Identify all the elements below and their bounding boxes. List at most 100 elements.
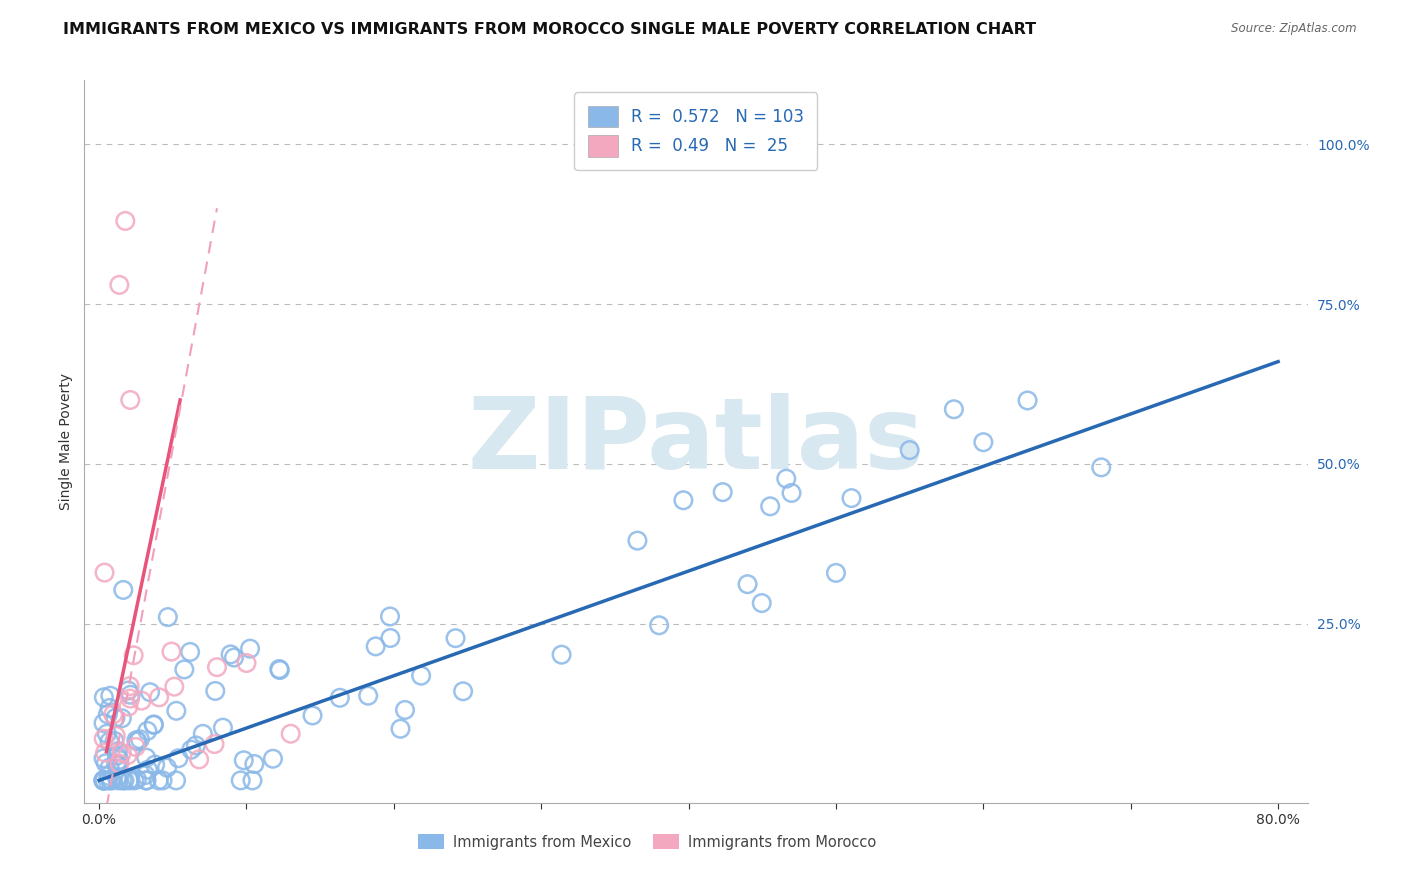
- Point: [232, 753, 254, 767]
- Point: [841, 491, 863, 505]
- Point: [118, 679, 141, 693]
- Point: [269, 663, 291, 677]
- Point: [243, 757, 266, 772]
- Point: [191, 727, 214, 741]
- Point: [97, 773, 120, 788]
- Point: [357, 689, 380, 703]
- Point: [148, 773, 170, 788]
- Legend: Immigrants from Mexico, Immigrants from Morocco: Immigrants from Mexico, Immigrants from …: [411, 827, 883, 857]
- Point: [163, 680, 186, 694]
- Point: [114, 214, 136, 228]
- Point: [118, 773, 141, 788]
- Point: [179, 645, 201, 659]
- Point: [167, 751, 190, 765]
- Point: [737, 577, 759, 591]
- Point: [775, 472, 797, 486]
- Point: [93, 716, 115, 731]
- Point: [108, 277, 131, 292]
- Point: [97, 707, 120, 722]
- Point: [98, 701, 121, 715]
- Point: [280, 727, 302, 741]
- Point: [93, 690, 115, 705]
- Point: [120, 688, 142, 702]
- Point: [751, 596, 773, 610]
- Point: [1017, 393, 1039, 408]
- Point: [389, 722, 412, 736]
- Point: [104, 711, 127, 725]
- Point: [93, 773, 115, 788]
- Point: [98, 760, 121, 774]
- Point: [672, 493, 695, 508]
- Point: [105, 757, 128, 772]
- Point: [120, 772, 142, 787]
- Point: [93, 773, 115, 788]
- Point: [114, 773, 136, 788]
- Point: [222, 650, 245, 665]
- Point: [165, 704, 187, 718]
- Point: [242, 773, 264, 788]
- Point: [107, 744, 129, 758]
- Point: [136, 763, 159, 777]
- Point: [626, 533, 648, 548]
- Text: Source: ZipAtlas.com: Source: ZipAtlas.com: [1232, 22, 1357, 36]
- Point: [229, 773, 252, 788]
- Point: [972, 435, 994, 450]
- Point: [136, 723, 159, 738]
- Point: [134, 768, 156, 782]
- Point: [550, 648, 572, 662]
- Point: [93, 773, 115, 788]
- Point: [212, 721, 235, 735]
- Point: [184, 739, 207, 753]
- Point: [93, 751, 115, 765]
- Point: [107, 773, 129, 788]
- Point: [96, 727, 118, 741]
- Point: [105, 771, 128, 785]
- Point: [127, 734, 149, 748]
- Point: [111, 773, 134, 788]
- Point: [235, 656, 257, 670]
- Point: [156, 761, 179, 775]
- Point: [269, 662, 291, 676]
- Text: ZIPatlas: ZIPatlas: [468, 393, 924, 490]
- Point: [124, 773, 146, 788]
- Point: [648, 618, 671, 632]
- Point: [262, 752, 284, 766]
- Point: [93, 773, 115, 788]
- Point: [180, 742, 202, 756]
- Point: [124, 739, 146, 754]
- Point: [942, 402, 965, 417]
- Point: [131, 694, 153, 708]
- Point: [103, 734, 125, 748]
- Point: [135, 773, 157, 788]
- Point: [93, 731, 115, 746]
- Point: [117, 747, 139, 762]
- Point: [780, 486, 803, 500]
- Point: [156, 610, 179, 624]
- Point: [93, 566, 115, 580]
- Point: [100, 773, 122, 788]
- Point: [451, 684, 474, 698]
- Point: [329, 690, 352, 705]
- Point: [380, 631, 402, 645]
- Point: [711, 485, 734, 500]
- Point: [160, 644, 183, 658]
- Point: [142, 718, 165, 732]
- Point: [759, 500, 782, 514]
- Point: [898, 443, 921, 458]
- Point: [825, 566, 848, 580]
- Point: [117, 699, 139, 714]
- Point: [125, 772, 148, 787]
- Point: [107, 758, 129, 772]
- Point: [364, 640, 387, 654]
- Point: [148, 690, 170, 705]
- Point: [100, 773, 122, 788]
- Point: [135, 773, 157, 788]
- Point: [98, 689, 121, 703]
- Point: [139, 685, 162, 699]
- Point: [135, 750, 157, 764]
- Point: [101, 707, 124, 722]
- Point: [111, 711, 134, 725]
- Point: [111, 746, 134, 760]
- Point: [394, 703, 416, 717]
- Point: [239, 641, 262, 656]
